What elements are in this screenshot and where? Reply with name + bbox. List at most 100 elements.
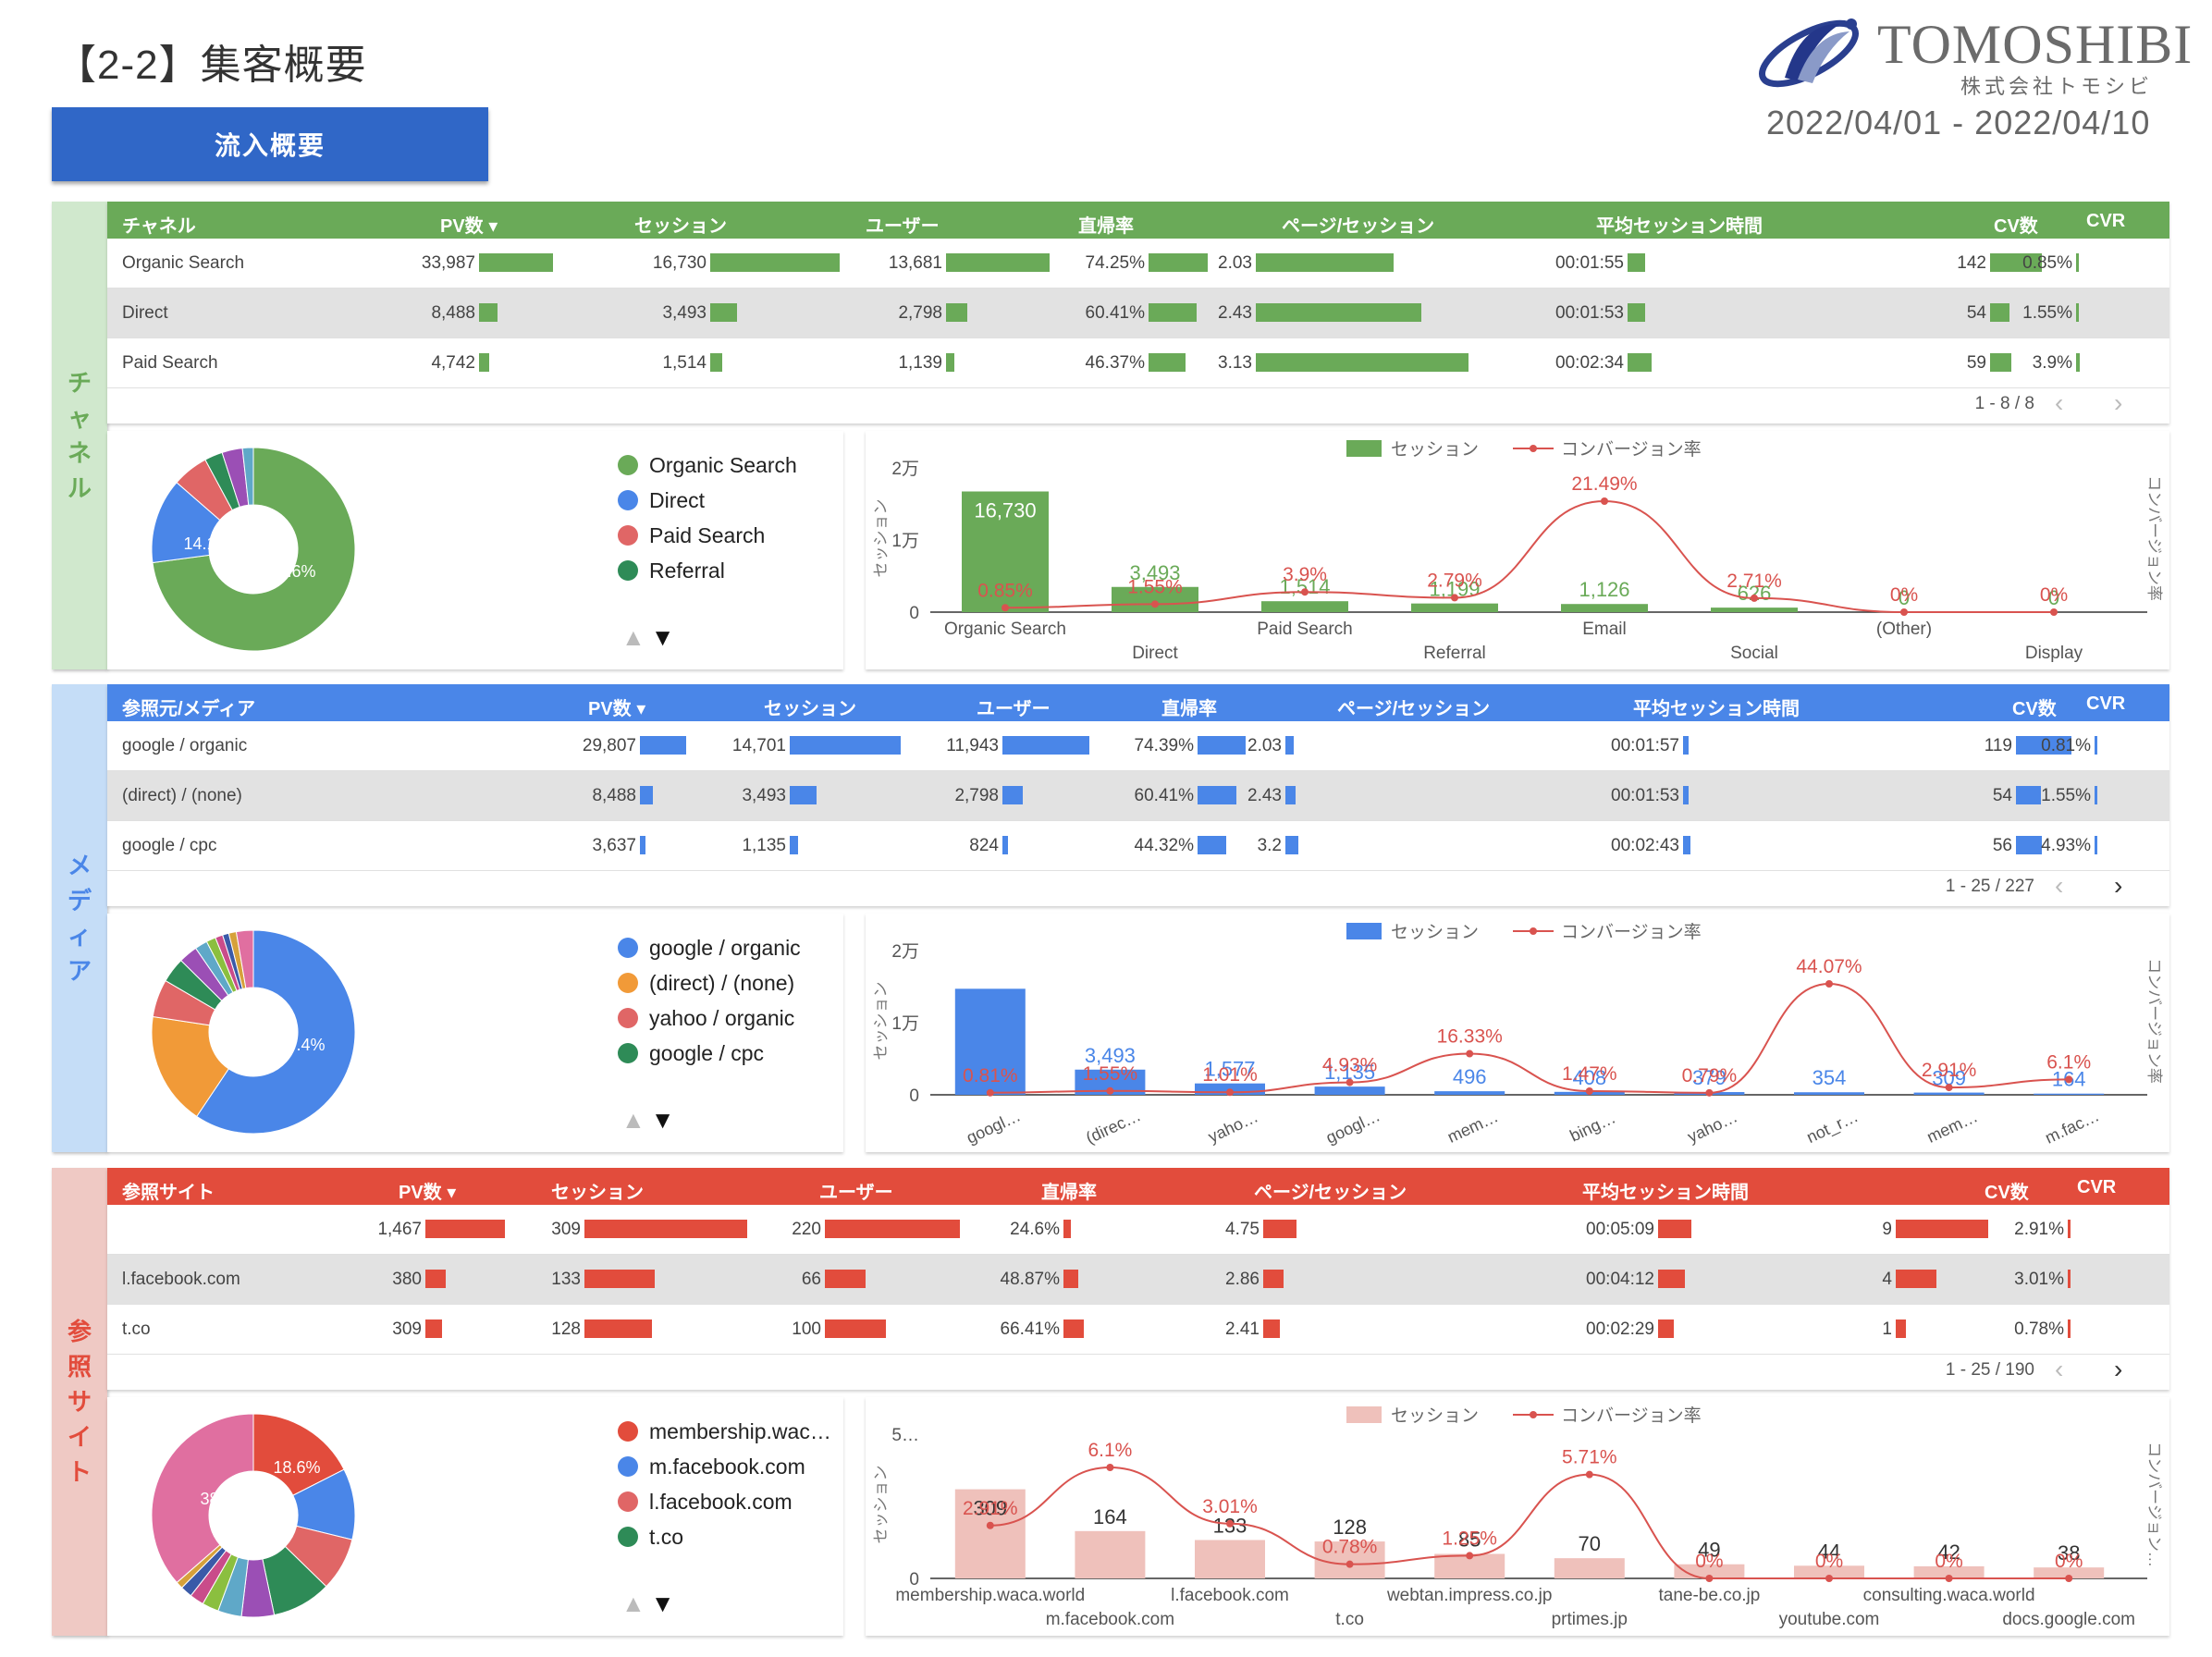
next-page-button[interactable]: ›	[2114, 871, 2123, 900]
cvr-line	[989, 982, 2070, 1094]
table-row[interactable]: Direct 8,488 3,493 2,798 60.41% 2.43 00:01:53 5…	[107, 288, 2169, 338]
column-header[interactable]: 直帰率	[1041, 1183, 1097, 1203]
legend-up-icon[interactable]: ▲	[621, 1589, 645, 1617]
legend-item[interactable]: Paid Search	[618, 518, 797, 553]
legend-item[interactable]: (direct) / (none)	[618, 965, 801, 1000]
column-header[interactable]: ページ/セッション	[1254, 1183, 1407, 1203]
legend-label: Referral	[649, 558, 725, 583]
next-page-button[interactable]: ›	[2114, 1355, 2123, 1383]
legend-item[interactable]: Referral	[618, 553, 797, 588]
x-tick-label: mem…	[1444, 1107, 1501, 1147]
column-header[interactable]: セッション	[634, 216, 727, 237]
prev-page-button[interactable]: ‹	[2055, 388, 2064, 417]
bar-value-label: 49	[1698, 1539, 1720, 1562]
legend-cvr-dot	[1530, 1411, 1537, 1418]
column-header[interactable]: PV数 ▾	[588, 699, 646, 719]
cell-pps: 3.13	[1218, 353, 1252, 373]
logo: TOMOSHIBI 株式会社トモシビ	[1748, 13, 2210, 98]
table-row[interactable]: t.co 309 128 100 66.41% 2.41 00:02:29 1 0.78%	[107, 1305, 2169, 1355]
x-tick-label: mem…	[1924, 1107, 1981, 1147]
table-header: チャネル PV数 ▾ セッション ユーザー 直帰率 ページ/セッション 平均セッション時間 C…	[107, 202, 2169, 239]
column-header[interactable]: PV数 ▾	[440, 216, 498, 237]
column-header[interactable]: CVR	[2086, 211, 2126, 231]
legend-item[interactable]: membership.wac…	[618, 1414, 831, 1449]
pie-legend: google / organic (direct) / (none) yahoo /…	[618, 930, 801, 1071]
column-header[interactable]: ユーザー	[866, 216, 940, 237]
cvr-value-label: 1.01%	[1202, 1064, 1258, 1086]
column-header[interactable]: 直帰率	[1161, 699, 1217, 719]
column-header[interactable]: セッション	[551, 1183, 644, 1203]
column-header[interactable]: 参照サイト	[122, 1183, 215, 1203]
cell-session: 1,135	[742, 836, 786, 855]
cell-cv: 119	[1984, 736, 2012, 755]
column-header[interactable]: CV数	[2012, 699, 2057, 719]
date-range[interactable]: 2022/04/01 - 2022/04/10	[1766, 104, 2151, 141]
y-tick-label: 0	[909, 1570, 919, 1589]
legend-item[interactable]: google / cpc	[618, 1036, 801, 1071]
bar-value-label: 0	[2048, 586, 2059, 609]
column-header[interactable]: セッション	[764, 699, 856, 719]
cell-bar-bounce	[1149, 353, 1186, 372]
legend-dot	[618, 1527, 638, 1547]
cell-bar-session	[584, 1270, 655, 1288]
column-header[interactable]: ページ/セッション	[1337, 699, 1491, 719]
legend-up-icon[interactable]: ▲	[621, 1106, 645, 1134]
column-header[interactable]: 平均セッション時間	[1633, 699, 1800, 719]
column-header[interactable]: ページ/セッション	[1282, 216, 1435, 237]
x-tick-label: not_r…	[1803, 1107, 1861, 1148]
table-row[interactable]: 1,467 309 220 24.6% 4.75 00:05:09 9 2.91%	[107, 1205, 2169, 1255]
table-row[interactable]: google / organic 29,807 14,701 11,943 74.39%…	[107, 721, 2169, 771]
row-label: l.facebook.com	[122, 1270, 240, 1289]
legend-up-icon[interactable]: ▲	[621, 623, 645, 651]
column-header[interactable]: PV数 ▾	[399, 1183, 457, 1203]
column-header[interactable]: チャネル	[122, 216, 196, 237]
column-header[interactable]: ユーザー	[977, 699, 1051, 719]
legend-item[interactable]: google / organic	[618, 930, 801, 965]
column-header[interactable]: CV数	[1994, 216, 2038, 237]
legend-down-icon[interactable]: ▼	[650, 1589, 675, 1617]
row-label: google / cpc	[122, 836, 217, 855]
legend-item[interactable]: t.co	[618, 1519, 831, 1554]
legend-cvr-label: コンバージョン率	[1561, 439, 1702, 460]
y-tick-label: 0	[909, 604, 919, 623]
column-header[interactable]: ユーザー	[819, 1183, 893, 1203]
column-header[interactable]: CV数	[1985, 1183, 2029, 1203]
x-tick-label: yaho…	[1685, 1107, 1740, 1146]
table-row[interactable]: l.facebook.com 380 133 66 48.87% 2.86 00:04:12…	[107, 1255, 2169, 1305]
bar-value-label: 70	[1579, 1532, 1601, 1555]
legend-item[interactable]: Organic Search	[618, 448, 797, 483]
legend-down-icon[interactable]: ▼	[650, 623, 675, 651]
column-header[interactable]: 直帰率	[1078, 216, 1134, 237]
legend-dot	[618, 525, 638, 546]
column-header[interactable]: CVR	[2077, 1177, 2117, 1197]
x-tick-label: Organic Search	[944, 620, 1066, 639]
column-header[interactable]: 平均セッション時間	[1582, 1183, 1749, 1203]
cell-bar-cvr	[2076, 253, 2079, 272]
legend-item[interactable]: m.facebook.com	[618, 1449, 831, 1484]
prev-page-button[interactable]: ‹	[2055, 1355, 2064, 1383]
cell-bar-bounce	[1198, 736, 1246, 755]
cell-avg: 00:02:34	[1555, 353, 1624, 373]
legend-item[interactable]: yahoo / organic	[618, 1000, 801, 1036]
table-row[interactable]: Paid Search 4,742 1,514 1,139 46.37% 3.13 00:0…	[107, 338, 2169, 388]
legend-item[interactable]: l.facebook.com	[618, 1484, 831, 1519]
column-header[interactable]: CVR	[2086, 693, 2126, 714]
table-row[interactable]: google / cpc 3,637 1,135 824 44.32% 3.2 00:02:…	[107, 821, 2169, 871]
pagination-label: 1 - 25 / 190	[1945, 1360, 2034, 1380]
flow-overview-button[interactable]: 流入概要	[52, 107, 488, 181]
column-header[interactable]: 平均セッション時間	[1596, 216, 1763, 237]
cvr-point	[1466, 1049, 1474, 1058]
table-row[interactable]: (direct) / (none) 8,488 3,493 2,798 60.41% 2.…	[107, 771, 2169, 821]
next-page-button[interactable]: ›	[2114, 388, 2123, 417]
column-header[interactable]: 参照元/メディア	[122, 699, 256, 719]
legend-session-swatch	[1346, 923, 1382, 939]
prev-page-button[interactable]: ‹	[2055, 871, 2064, 900]
cell-bar-pv	[640, 786, 653, 804]
table-row[interactable]: Organic Search 33,987 16,730 13,681 74.25% 2.…	[107, 239, 2169, 288]
legend-down-icon[interactable]: ▼	[650, 1106, 675, 1134]
cell-bar-bounce	[1198, 786, 1236, 804]
cell-bar-pv	[425, 1319, 442, 1338]
side-label-char: ア	[67, 957, 92, 985]
x-tick-label: Email	[1582, 620, 1627, 639]
legend-item[interactable]: Direct	[618, 483, 797, 518]
